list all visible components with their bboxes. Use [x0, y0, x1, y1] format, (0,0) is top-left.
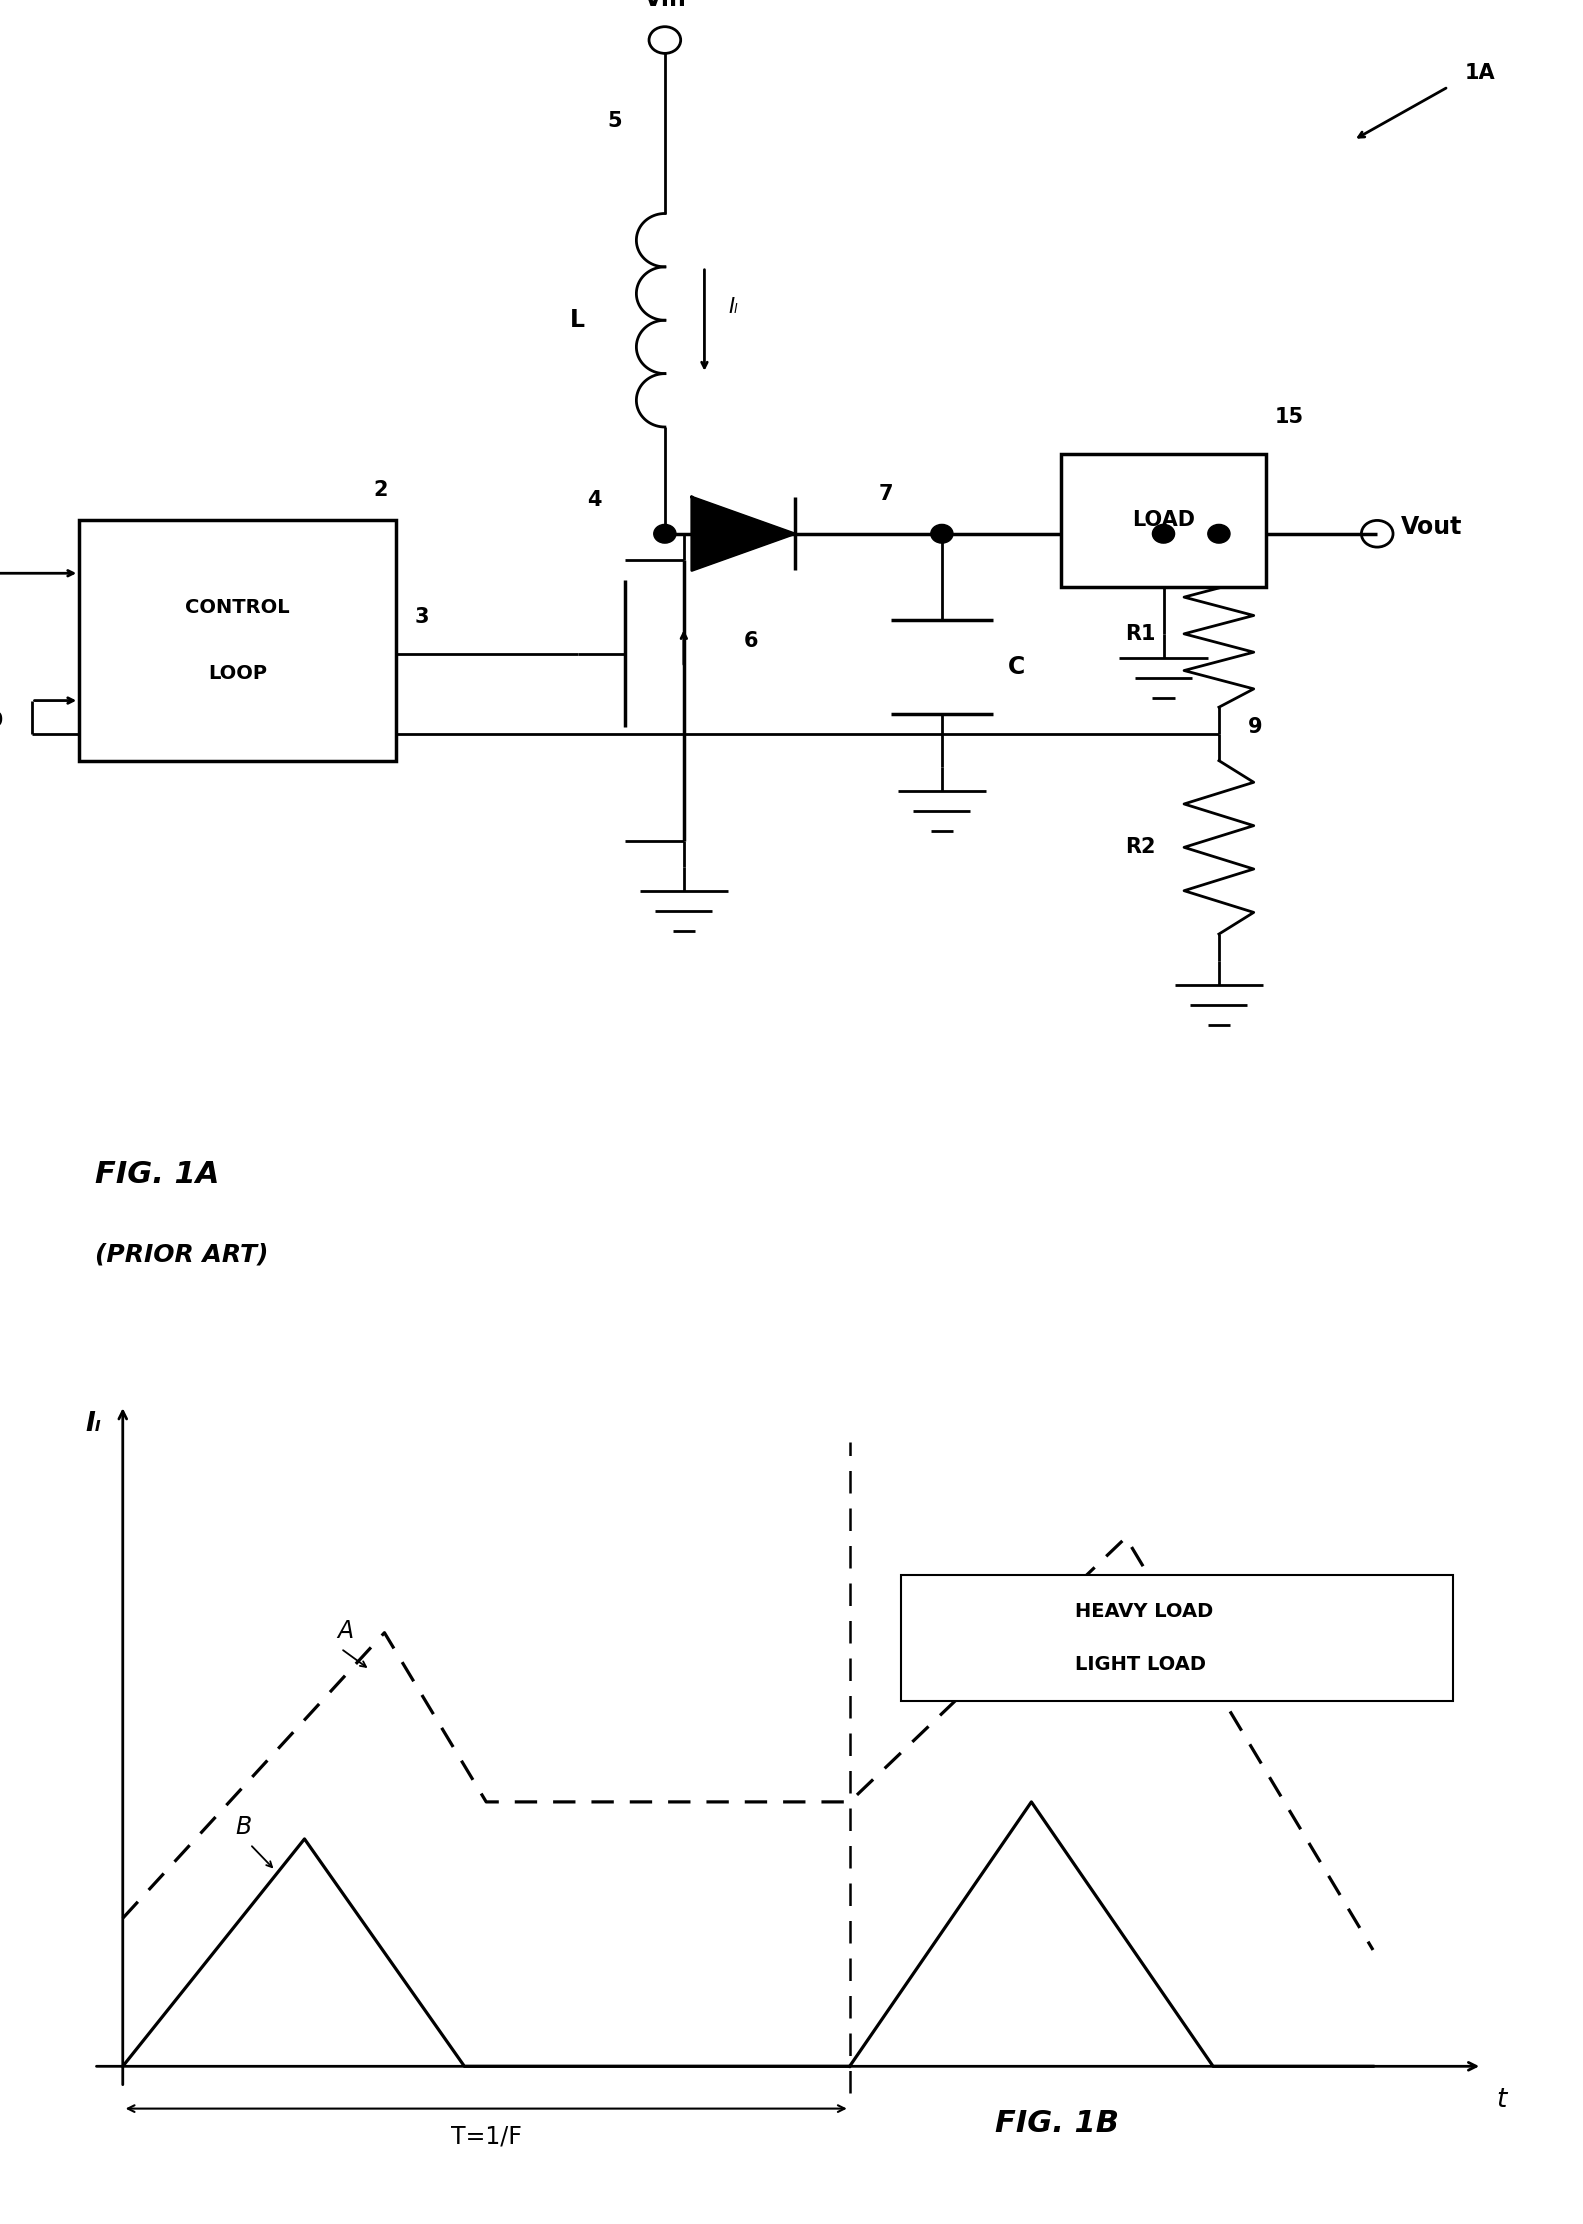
Polygon shape	[692, 496, 795, 569]
Text: 9: 9	[1247, 718, 1262, 736]
Text: 4: 4	[587, 489, 602, 509]
Circle shape	[654, 525, 676, 543]
Text: t: t	[1496, 2088, 1507, 2113]
Text: L: L	[570, 309, 586, 331]
Circle shape	[931, 525, 953, 543]
Text: Vout: Vout	[1401, 516, 1463, 538]
Bar	[901, 1575, 1453, 1701]
Text: 3: 3	[415, 607, 429, 627]
Text: 5: 5	[606, 111, 622, 131]
Text: T=1/F: T=1/F	[451, 2124, 522, 2148]
Text: 7: 7	[879, 485, 893, 505]
Text: C: C	[1008, 656, 1026, 678]
Bar	[1061, 454, 1266, 587]
Circle shape	[1152, 525, 1175, 543]
Text: 6: 6	[744, 632, 758, 649]
Text: 2: 2	[374, 480, 388, 500]
Text: Vin: Vin	[643, 0, 687, 11]
Text: 9: 9	[0, 712, 3, 729]
Text: LIGHT LOAD: LIGHT LOAD	[1075, 1655, 1206, 1675]
Text: CONTROL: CONTROL	[185, 598, 290, 616]
Text: R1: R1	[1126, 625, 1156, 643]
Text: LOAD: LOAD	[1132, 512, 1195, 529]
Bar	[79, 520, 396, 761]
Text: 15: 15	[1274, 407, 1303, 427]
Text: A: A	[337, 1619, 353, 1644]
Text: R2: R2	[1126, 838, 1156, 856]
Text: LOOP: LOOP	[207, 665, 268, 683]
Text: B: B	[236, 1815, 252, 1839]
Text: HEAVY LOAD: HEAVY LOAD	[1075, 1601, 1213, 1621]
Text: 1A: 1A	[1464, 64, 1494, 82]
Text: FIG. 1B: FIG. 1B	[996, 2108, 1119, 2137]
Text: Iₗ: Iₗ	[728, 298, 738, 316]
Text: FIG. 1A: FIG. 1A	[95, 1159, 220, 1190]
Text: Iₗ: Iₗ	[85, 1410, 101, 1437]
Text: (PRIOR ART): (PRIOR ART)	[95, 1243, 269, 1265]
Circle shape	[1208, 525, 1230, 543]
